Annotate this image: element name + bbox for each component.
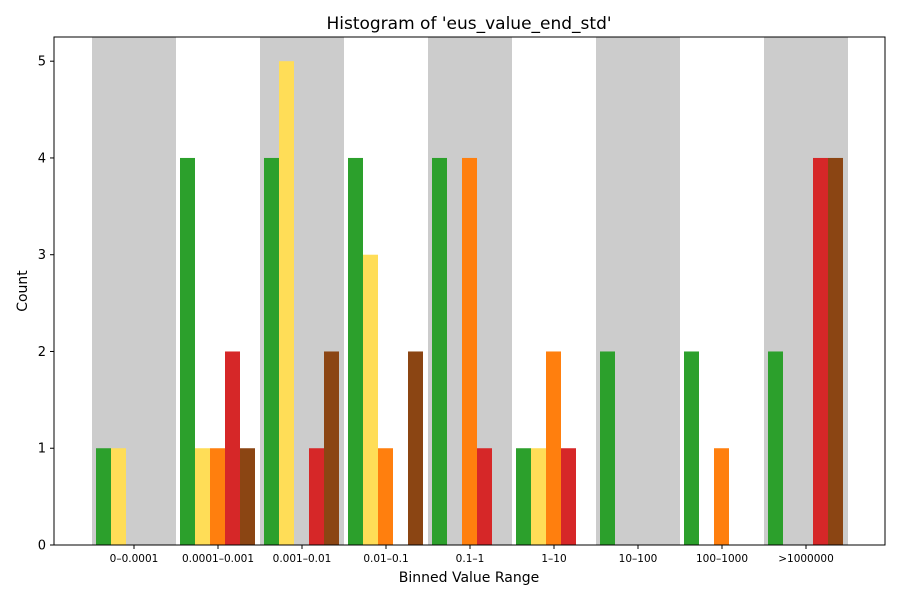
x-tick-label: 0.1–1	[456, 553, 485, 565]
bar	[324, 351, 339, 545]
x-axis-label: Binned Value Range	[399, 570, 539, 586]
bar	[768, 351, 783, 545]
y-tick-label: 5	[38, 55, 46, 70]
bar	[546, 351, 561, 545]
x-tick-label: 0.0001–0.001	[182, 553, 254, 565]
y-tick-label: 3	[38, 248, 46, 263]
y-tick-label: 1	[38, 442, 46, 457]
x-tick-label: 0.01–0.1	[363, 553, 408, 565]
x-tick-label: 0.001–0.01	[273, 553, 332, 565]
bar	[531, 448, 546, 545]
y-tick-label: 2	[38, 345, 46, 360]
bar	[264, 157, 279, 545]
bar	[240, 448, 255, 545]
bar	[477, 448, 492, 545]
bar	[210, 448, 225, 545]
x-tick-label: 100–1000	[696, 553, 748, 565]
x-axis: 0–0.0001 0.0001–0.001 0.001–0.01 0.01–0.1 0.…	[110, 545, 834, 565]
bar	[408, 351, 423, 545]
y-axis-label: Count	[15, 270, 31, 312]
bar	[348, 157, 363, 545]
y-axis: 0 1 2 3 4 5	[38, 55, 54, 554]
bar	[279, 61, 294, 545]
x-tick-label: >1000000	[778, 553, 834, 565]
bar	[828, 157, 843, 545]
bar	[516, 448, 531, 545]
bar	[561, 448, 576, 545]
bar	[432, 157, 447, 545]
bar	[180, 157, 195, 545]
x-tick-label: 0–0.0001	[110, 553, 159, 565]
bar	[111, 448, 126, 545]
bar	[309, 448, 324, 545]
y-tick-label: 4	[38, 151, 46, 166]
bars	[96, 61, 843, 545]
bar	[363, 254, 378, 545]
x-tick-label: 10–100	[619, 553, 658, 565]
x-tick-label: 1–10	[541, 553, 566, 565]
bar	[225, 351, 240, 545]
bar	[195, 448, 210, 545]
bar	[378, 448, 393, 545]
bar	[96, 448, 111, 545]
bar	[462, 157, 477, 545]
y-tick-label: 0	[38, 539, 46, 554]
bar	[813, 157, 828, 545]
bar	[684, 351, 699, 545]
bar	[600, 351, 615, 545]
bar	[714, 448, 729, 545]
chart-title: Histogram of 'eus_value_end_std'	[326, 14, 611, 34]
